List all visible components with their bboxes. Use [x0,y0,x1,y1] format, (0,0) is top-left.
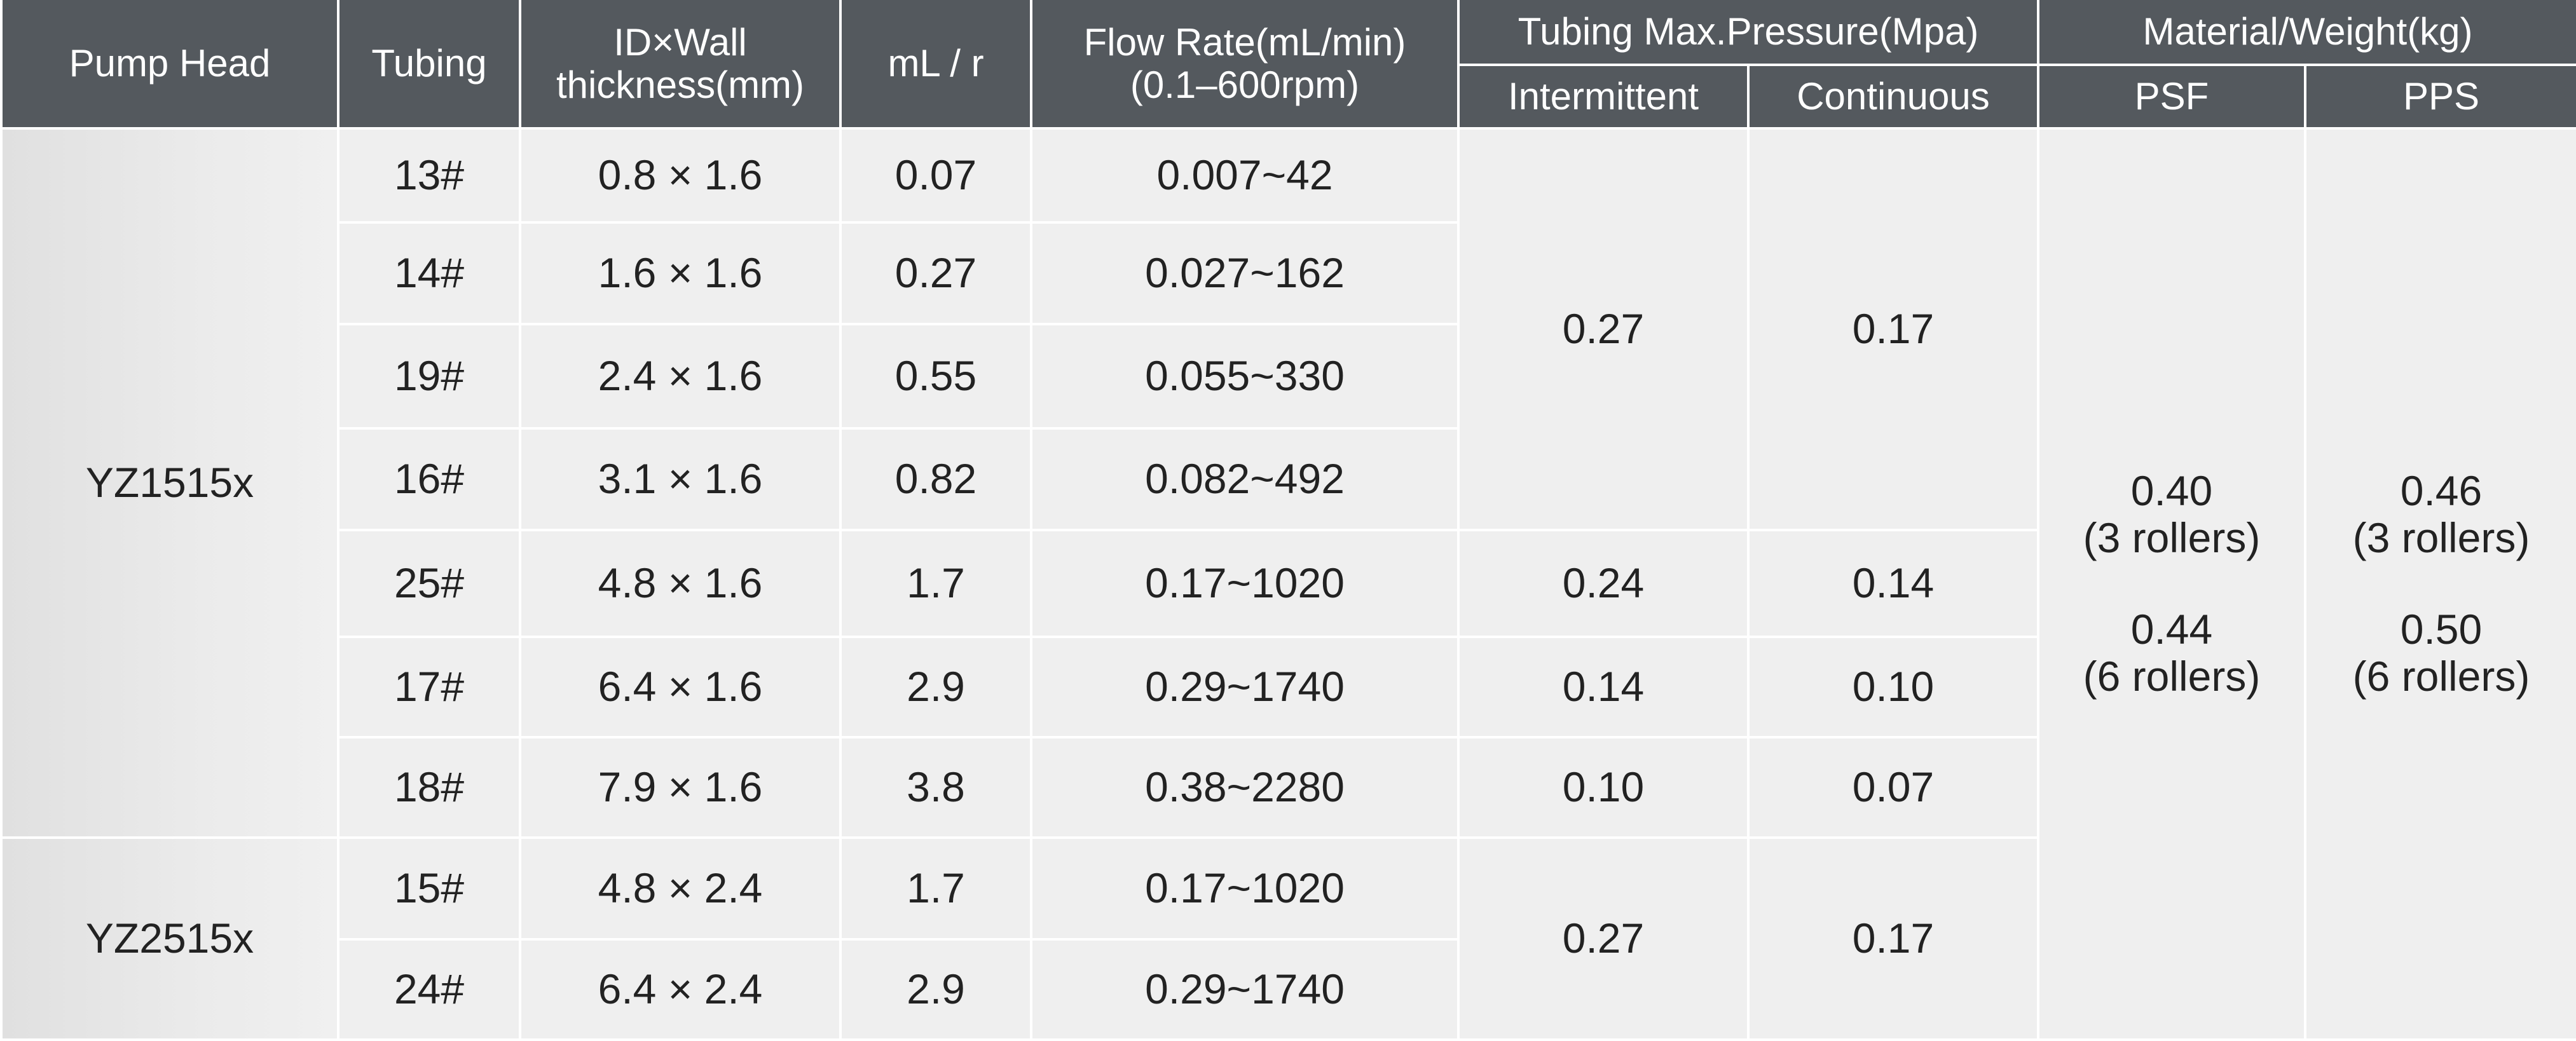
id-wall-cell: 7.9 × 1.6 [519,736,842,839]
intermittent-pressure-cell: 0.10 [1457,736,1750,839]
id-wall-cell: 2.4 × 1.6 [519,323,842,430]
continuous-pressure-cell: 0.07 [1747,736,2039,839]
header-id-wall-line1: ID×Wall [613,20,747,64]
pump-head-cell: YZ2515x [0,836,339,1041]
table-row: YZ1515x 13# 0.8 × 1.6 0.07 0.007~42 0.27… [0,127,2576,1041]
ml-per-rev-cell: 0.82 [839,427,1032,531]
flow-rate-cell: 0.38~2280 [1030,736,1460,839]
continuous-pressure-cell: 0.17 [1747,127,2039,531]
ml-per-rev-cell: 0.27 [839,221,1032,325]
flow-rate-cell: 0.29~1740 [1030,636,1460,738]
header-id-wall: ID×Wall thickness(mm) [519,0,842,128]
tubing-cell: 16# [337,427,521,531]
continuous-pressure-cell: 0.14 [1747,529,2039,638]
table-row: 24# 6.4 × 2.4 2.9 0.29~1740 [1,938,2576,1041]
pps-weight-3-rollers: 0.46 (3 rollers) [2306,467,2576,562]
ml-per-rev-cell: 3.8 [839,736,1032,839]
id-wall-cell: 6.4 × 1.6 [519,636,842,738]
psf-weight-6-label: (6 rollers) [2083,652,2261,700]
id-wall-cell: 3.1 × 1.6 [519,427,842,531]
header-psf: PSF [2037,65,2306,128]
ml-per-rev-cell: 2.9 [839,636,1032,738]
ml-per-rev-cell: 1.7 [839,529,1032,638]
ml-per-rev-cell: 1.7 [839,836,1032,941]
intermittent-pressure-cell: 0.24 [1457,529,1750,638]
tubing-cell: 14# [337,221,521,325]
psf-weight-3-value: 0.40 [2130,467,2213,515]
intermittent-pressure-cell: 0.14 [1457,636,1750,738]
pps-weight-6-value: 0.50 [2400,606,2483,653]
ml-per-rev-cell: 0.07 [839,127,1032,224]
tubing-cell: 13# [337,127,521,224]
pps-weight-3-value: 0.46 [2400,467,2483,515]
header-continuous: Continuous [1747,65,2039,128]
flow-rate-cell: 0.17~1020 [1030,529,1460,638]
psf-weight-3-label: (3 rollers) [2083,514,2261,562]
header-pps: PPS [2304,65,2576,128]
id-wall-cell: 0.8 × 1.6 [519,127,842,224]
id-wall-cell: 4.8 × 1.6 [519,529,842,638]
tubing-cell: 24# [337,938,521,1041]
tubing-cell: 18# [337,736,521,839]
intermittent-pressure-cell: 0.27 [1457,127,1750,531]
continuous-pressure-cell: 0.17 [1747,836,2039,1041]
table-row: 14# 1.6 × 1.6 0.27 0.027~162 [1,221,2576,325]
header-flow-rate-line2: (0.1–600rpm) [1130,64,1360,106]
header-flow-rate-line1: Flow Rate(mL/min) [1083,20,1406,64]
psf-weight-cell: 0.40 (3 rollers) 0.44 (6 rollers) [2037,127,2306,1041]
intermittent-pressure-cell: 0.27 [1457,836,1750,1041]
tubing-cell: 15# [337,836,521,941]
flow-rate-cell: 0.17~1020 [1030,836,1460,941]
flow-rate-cell: 0.29~1740 [1030,938,1460,1041]
flow-rate-cell: 0.082~492 [1030,427,1460,531]
flow-rate-cell: 0.055~330 [1030,323,1460,430]
ml-per-rev-cell: 2.9 [839,938,1032,1041]
header-tubing: Tubing [337,0,521,128]
pump-head-cell: YZ1515x [0,127,339,839]
pps-weight-cell: 0.46 (3 rollers) 0.50 (6 rollers) [2304,127,2576,1041]
table-row: 25# 4.8 × 1.6 1.7 0.17~1020 0.24 0.14 [1,529,2576,638]
pps-weight-6-rollers: 0.50 (6 rollers) [2306,606,2576,700]
header-ml-per-rev: mL / r [839,0,1032,128]
id-wall-cell: 1.6 × 1.6 [519,221,842,325]
table-row: 18# 7.9 × 1.6 3.8 0.38~2280 0.10 0.07 [1,736,2576,839]
table-row: YZ2515x 15# 4.8 × 2.4 1.7 0.17~1020 0.27… [0,836,2576,1041]
table-body: YZ1515x 13# 0.8 × 1.6 0.07 0.007~42 0.27… [0,127,2576,1041]
ml-per-rev-cell: 0.55 [839,323,1032,430]
flow-rate-cell: 0.027~162 [1030,221,1460,325]
header-intermittent: Intermittent [1457,65,1750,128]
table-row: 16# 3.1 × 1.6 0.82 0.082~492 [1,427,2576,531]
header-material-group: Material/Weight(kg) [2037,0,2576,66]
tubing-cell: 19# [337,323,521,430]
table-row: 17# 6.4 × 1.6 2.9 0.29~1740 0.14 0.10 [1,636,2576,738]
continuous-pressure-cell: 0.10 [1747,636,2039,738]
table-header: Pump Head Tubing ID×Wall thickness(mm) m… [0,0,2576,128]
header-id-wall-line2: thickness(mm) [556,64,805,106]
id-wall-cell: 6.4 × 2.4 [519,938,842,1041]
table-row: 19# 2.4 × 1.6 0.55 0.055~330 [1,323,2576,430]
pps-weight-6-label: (6 rollers) [2352,652,2530,700]
header-pump-head: Pump Head [0,0,339,128]
pps-weight-3-label: (3 rollers) [2352,514,2530,562]
flow-rate-cell: 0.007~42 [1030,127,1460,224]
header-flow-rate: Flow Rate(mL/min) (0.1–600rpm) [1030,0,1460,128]
psf-weight-6-rollers: 0.44 (6 rollers) [2039,606,2304,700]
header-pressure-group: Tubing Max.Pressure(Mpa) [1457,0,2039,66]
psf-weight-3-rollers: 0.40 (3 rollers) [2039,467,2304,562]
tubing-cell: 25# [337,529,521,638]
psf-weight-6-value: 0.44 [2130,606,2213,653]
id-wall-cell: 4.8 × 2.4 [519,836,842,941]
tubing-cell: 17# [337,636,521,738]
